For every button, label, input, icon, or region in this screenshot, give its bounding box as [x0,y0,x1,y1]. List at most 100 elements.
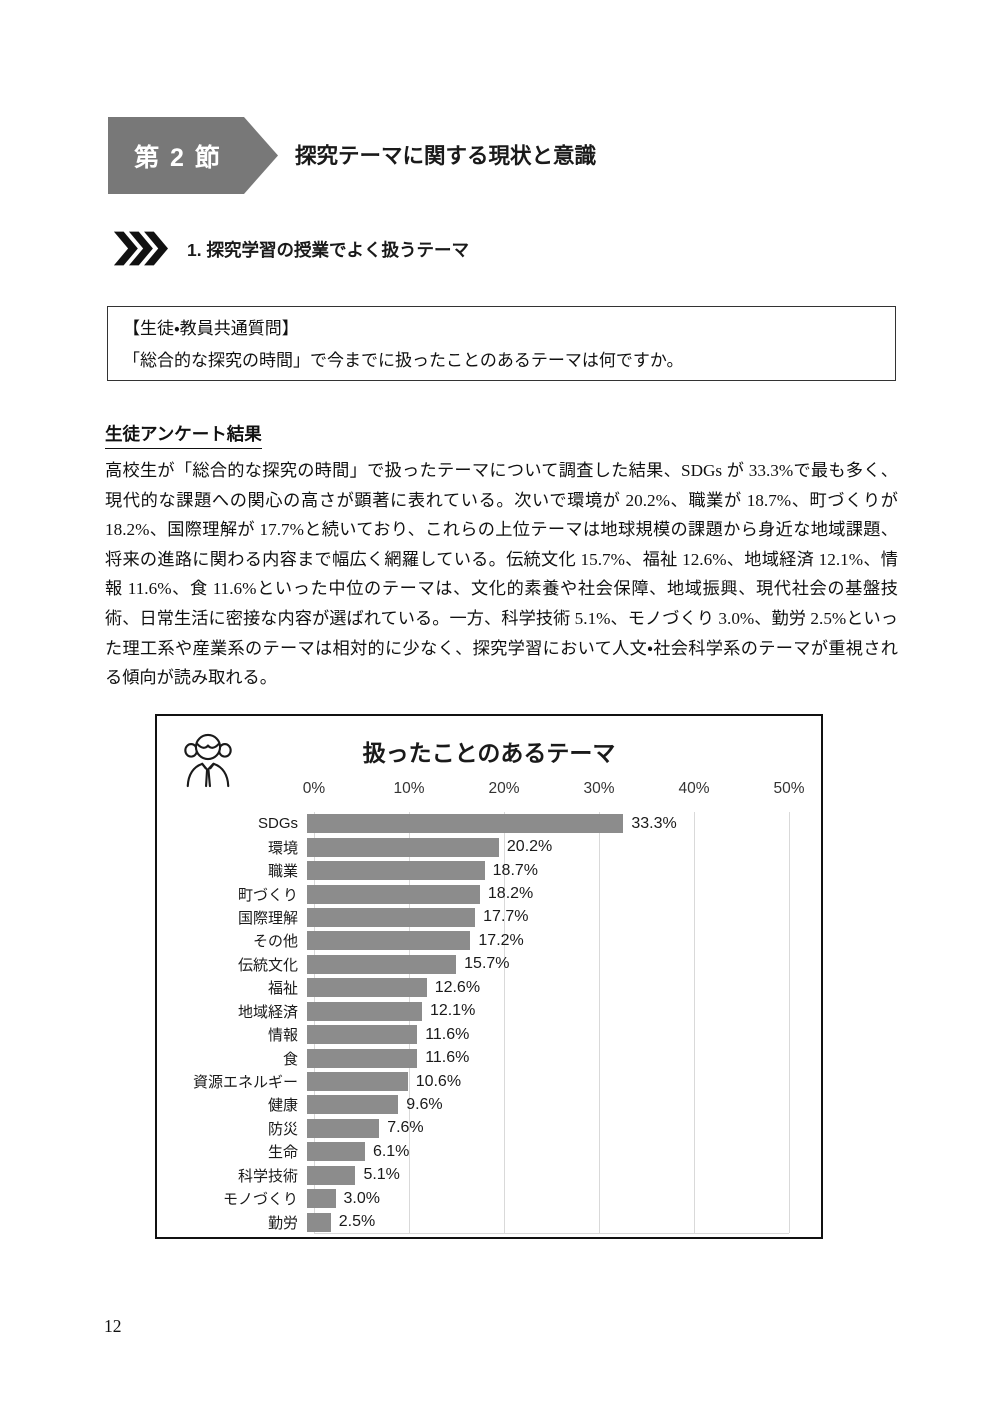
value-label: 20.2% [506,838,553,856]
gridline [694,812,695,1233]
value-label: 15.7% [464,955,510,973]
axis-tick-label: 30% [583,780,615,797]
bar-chart: 扱ったことのあるテーマ 0% 10% 20% 30% 40% 50% SDGs 33.3% 環… [155,714,823,1239]
bar-track: 12.6% [307,978,782,998]
chart-row: 健康 9.6% [157,1093,821,1116]
chart-row: 生命 6.1% [157,1140,821,1163]
bar-track: 18.2% [307,884,782,904]
bar [307,1025,418,1045]
chart-row: 福祉 12.6% [157,976,821,999]
gridline [409,812,410,1233]
bar-track: 33.3% [307,814,782,834]
chart-row: モノづくり 3.0% [157,1187,821,1210]
bar [307,931,471,951]
bar [307,1072,408,1092]
student-girl-icon [184,733,232,788]
category-label: 国際理解 [237,909,298,927]
bar-track: 7.6% [307,1118,782,1138]
category-label: 食 [282,1050,298,1068]
chart-row: 地域経済 12.1% [157,1000,821,1023]
chart-gridlines [314,812,790,1234]
bar-track: 11.6% [307,1048,782,1068]
value-label: 6.1% [372,1142,410,1160]
chart-row: 情報 11.6% [157,1023,821,1046]
chart-rows: SDGs 33.3% 環境 20.2% 職業 18.7% 町づくり 18.2% 国際理解 17.7… [157,812,821,1234]
chart-row: 国際理解 17.7% [157,906,821,929]
bar-track: 17.2% [307,931,782,951]
axis-tick-label: 10% [393,780,425,797]
chart-title: 扱ったことのあるテーマ [362,740,616,766]
bar [307,954,457,974]
question-box-body: 「総合的な探究の時間」で今までに扱ったことのあるテーマは何ですか。 [123,351,684,370]
category-label: 伝統文化 [237,956,298,974]
chart-row: 資源エネルギー 10.6% [157,1070,821,1093]
bar-track: 6.1% [307,1142,782,1162]
category-label: 職業 [267,863,298,881]
value-label: 11.6% [425,1025,470,1043]
gridline [789,812,790,1233]
results-heading: 生徒アンケート結果 [105,421,262,449]
category-label: その他 [252,933,298,951]
bar [307,861,485,881]
bar [307,978,427,998]
value-label: 11.6% [425,1049,470,1067]
bar-track: 2.5% [307,1212,782,1232]
value-label: 7.6% [387,1119,424,1137]
value-label: 18.2% [487,885,534,903]
chart-row: 防災 7.6% [157,1117,821,1140]
question-box: 【生徒・教員共通質問】 「総合的な探究の時間」で今までに扱ったことのあるテーマは… [107,306,896,381]
value-label: 17.2% [478,931,524,949]
chart-row: 職業 18.7% [157,859,821,882]
subsection-title: 1. 探究学習の授業でよく扱うテーマ [187,240,469,260]
bar [307,907,476,927]
axis-tick-label: 50% [773,780,805,797]
value-label: 18.7% [492,861,539,879]
category-label: 地域経済 [237,1003,298,1021]
bar-track: 20.2% [307,837,782,857]
chart-row: 食 11.6% [157,1046,821,1069]
body-paragraph: 高校生が「総合的な探究の時間」で扱ったテーマについて調査した結果、SDGs が … [105,461,898,688]
category-label: 防災 [267,1120,298,1138]
bar [307,884,480,904]
question-box-header: 【生徒・教員共通質問】 [123,319,299,338]
value-label: 5.1% [363,1166,400,1184]
chart-row: 町づくり 18.2% [157,882,821,905]
section-banner-label: 第 2 節 [134,143,222,172]
section-banner: 第 2 節 [108,117,278,194]
bar-track: 17.7% [307,907,782,927]
triple-chevron-icon [113,231,168,266]
bar [307,814,624,834]
bar [307,1001,422,1021]
axis-tick-label: 40% [678,780,710,797]
gridline [314,812,315,1233]
category-label: 生命 [267,1144,298,1162]
gridline [599,812,600,1233]
chart-row: 科学技術 5.1% [157,1164,821,1187]
value-label: 33.3% [631,814,677,832]
category-label: 町づくり [237,886,298,904]
value-label: 12.1% [429,1002,476,1020]
bar-track: 18.7% [307,861,782,881]
value-label: 10.6% [415,1072,462,1090]
bar [307,1048,418,1068]
category-label: 健康 [267,1097,298,1115]
section-title: 探究テーマに関する現状と意識 [295,144,597,168]
axis-tick-label: 0% [302,780,326,797]
value-label: 3.0% [343,1189,380,1207]
bar [307,1189,336,1209]
page-number: 12 [104,1316,122,1336]
value-label: 17.7% [483,908,529,926]
category-label: 資源エネルギー [192,1074,298,1092]
category-label: 科学技術 [237,1167,298,1185]
value-label: 9.6% [406,1095,443,1113]
category-label: 環境 [267,839,298,857]
value-label: 2.5% [338,1213,376,1231]
bar-track: 11.6% [307,1025,782,1045]
bar [307,1095,399,1115]
bar [307,1118,380,1138]
category-label: 福祉 [267,980,298,998]
bar-track: 15.7% [307,954,782,974]
bar-track: 9.6% [307,1095,782,1115]
axis-tick-label: 20% [488,780,520,797]
chart-row: SDGs 33.3% [157,812,821,835]
